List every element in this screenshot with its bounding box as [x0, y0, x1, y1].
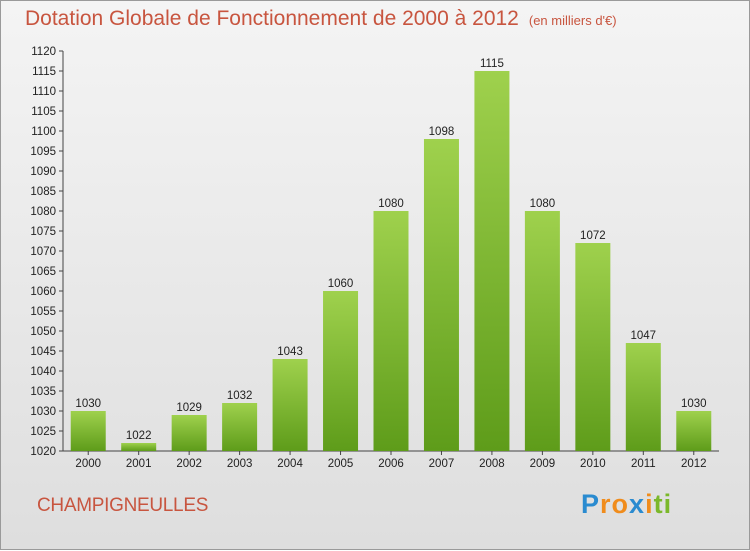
- bar: [474, 71, 510, 451]
- y-tick-label: 1090: [30, 166, 56, 178]
- y-tick-label: 1070: [30, 246, 56, 258]
- commune-name: CHAMPIGNEULLES: [37, 495, 209, 516]
- data-label: 1032: [227, 390, 253, 402]
- x-tick-label: 2001: [126, 458, 152, 470]
- data-label: 1043: [277, 346, 303, 358]
- x-tick-label: 2005: [328, 458, 354, 470]
- x-tick-label: 2004: [277, 458, 303, 470]
- y-tick-label: 1030: [30, 406, 56, 418]
- data-label: 1060: [328, 278, 354, 290]
- x-tick-label: 2010: [580, 458, 606, 470]
- x-tick-label: 2000: [75, 458, 101, 470]
- logo-letter: i: [663, 489, 673, 519]
- bar: [676, 411, 712, 451]
- x-tick-label: 2003: [227, 458, 253, 470]
- logo-letter: o: [611, 489, 630, 519]
- y-tick-label: 1045: [30, 346, 56, 358]
- bar: [70, 411, 106, 451]
- data-label: 1098: [429, 126, 455, 138]
- y-tick-label: 1095: [30, 146, 56, 158]
- logo-letter: x: [629, 489, 646, 519]
- data-label: 1072: [580, 230, 606, 242]
- bar: [524, 211, 560, 451]
- bar: [323, 291, 359, 451]
- data-label: 1115: [480, 58, 504, 70]
- bar: [272, 359, 308, 451]
- y-tick-label: 1020: [30, 446, 56, 458]
- data-label: 1029: [176, 402, 202, 414]
- chart-unit: (en milliers d'€): [528, 13, 617, 28]
- bar: [222, 403, 258, 451]
- chart-title-text: Dotation Globale de Fonctionnement de 20…: [25, 7, 519, 30]
- y-tick-label: 1065: [30, 266, 56, 278]
- bar: [575, 243, 611, 451]
- y-tick-label: 1040: [30, 366, 56, 378]
- x-tick-label: 2007: [429, 458, 455, 470]
- x-tick-label: 2008: [479, 458, 505, 470]
- y-tick-label: 1100: [31, 126, 56, 138]
- y-tick-label: 1025: [30, 426, 56, 438]
- y-tick-label: 1115: [32, 66, 56, 78]
- x-tick-label: 2009: [530, 458, 556, 470]
- bar: [423, 139, 459, 451]
- x-tick-label: 2002: [176, 458, 202, 470]
- y-tick-label: 1075: [30, 226, 56, 238]
- data-label: 1080: [530, 198, 556, 210]
- y-tick-label: 1080: [30, 206, 56, 218]
- y-tick-label: 1060: [30, 286, 56, 298]
- logo-letter: r: [600, 489, 612, 519]
- y-tick-label: 1085: [30, 186, 56, 198]
- y-tick-label: 1055: [30, 306, 56, 318]
- chart-title: Dotation Globale de Fonctionnement de 20…: [25, 7, 617, 31]
- y-tick-label: 1105: [31, 106, 56, 118]
- y-tick-label: 1110: [32, 86, 56, 98]
- x-tick-label: 2006: [378, 458, 404, 470]
- data-label: 1022: [126, 430, 152, 442]
- data-label: 1047: [631, 330, 657, 342]
- bar: [121, 443, 157, 451]
- data-label: 1080: [378, 198, 404, 210]
- y-tick-label: 1120: [31, 46, 56, 58]
- x-tick-label: 2012: [681, 458, 707, 470]
- bar: [171, 415, 207, 451]
- logo-letter: t: [653, 489, 664, 519]
- data-label: 1030: [681, 398, 707, 410]
- logo-letter: i: [645, 489, 654, 519]
- data-label: 1030: [75, 398, 101, 410]
- bar: [625, 343, 661, 451]
- y-tick-label: 1035: [30, 386, 56, 398]
- proxiti-logo: Proxiti: [581, 489, 672, 520]
- y-tick-label: 1050: [30, 326, 56, 338]
- bar: [373, 211, 409, 451]
- logo-letter: P: [581, 489, 601, 519]
- x-tick-label: 2011: [631, 458, 656, 470]
